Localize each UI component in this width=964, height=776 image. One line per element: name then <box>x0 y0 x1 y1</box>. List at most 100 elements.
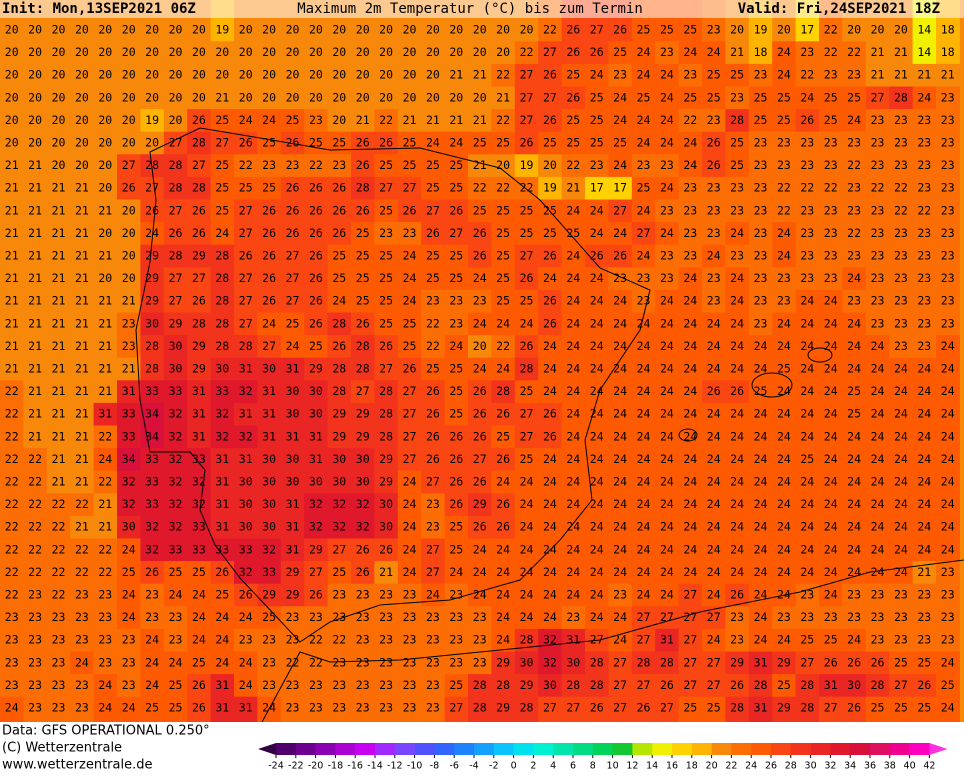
temperature-cell <box>304 674 329 698</box>
temperature-cell <box>702 335 726 359</box>
temperature-value: 24 <box>637 520 651 534</box>
temperature-cell <box>795 493 820 517</box>
temperature-cell <box>468 470 492 494</box>
temperature-cell <box>795 63 820 87</box>
temperature-value: 24 <box>917 90 931 104</box>
temperature-value: 21 <box>75 316 89 330</box>
temperature-value: 23 <box>613 68 627 82</box>
temperature-value: 33 <box>215 384 229 398</box>
temperature-value: 20 <box>449 90 463 104</box>
temperature-cell <box>538 515 563 539</box>
temperature-value: 23 <box>403 678 417 692</box>
temperature-cell <box>725 674 750 698</box>
temperature-cell <box>351 538 375 562</box>
temperature-cell <box>655 425 680 449</box>
temperature-cell <box>608 41 633 65</box>
temperature-value: 27 <box>520 68 534 82</box>
temperature-cell <box>561 448 586 472</box>
temperature-value: 27 <box>566 701 580 715</box>
temperature-value: 20 <box>262 68 276 82</box>
temperature-cell <box>0 222 24 246</box>
temperature-value: 25 <box>215 158 229 172</box>
temperature-value: 27 <box>309 565 323 579</box>
temperature-cell <box>468 267 492 291</box>
temperature-value: 29 <box>356 429 370 443</box>
temperature-cell <box>561 583 586 607</box>
temperature-value: 23 <box>800 158 814 172</box>
temperature-cell <box>678 628 703 652</box>
temperature-value: 23 <box>894 633 908 647</box>
temperature-cell <box>421 244 446 268</box>
temperature-cell <box>608 561 633 585</box>
temperature-value: 23 <box>847 588 861 602</box>
temperature-cell <box>23 470 48 494</box>
temperature-cell <box>46 335 71 359</box>
temperature-cell <box>702 267 726 291</box>
temperature-value: 28 <box>332 362 346 376</box>
temperature-value: 24 <box>145 678 159 692</box>
temperature-value: 26 <box>403 203 417 217</box>
temperature-value: 26 <box>262 294 276 308</box>
temperature-value: 25 <box>332 565 346 579</box>
temperature-cell <box>234 402 258 426</box>
temperature-cell <box>748 380 773 404</box>
temperature-cell <box>46 312 71 336</box>
temperature-value: 26 <box>356 565 370 579</box>
temperature-cell <box>514 606 539 630</box>
temperature-value: 24 <box>800 362 814 376</box>
temperature-cell <box>936 380 960 404</box>
temperature-value: 23 <box>169 633 183 647</box>
temperature-value: 20 <box>5 90 19 104</box>
temperature-cell <box>374 561 399 585</box>
temperature-value: 24 <box>566 316 580 330</box>
temperature-value: 24 <box>543 384 557 398</box>
temperature-cell <box>210 448 235 472</box>
temperature-cell <box>468 109 492 133</box>
temperature-value: 22 <box>894 203 908 217</box>
temperature-value: 26 <box>566 23 580 37</box>
temperature-value: 24 <box>566 271 580 285</box>
temperature-value: 27 <box>239 203 253 217</box>
temperature-cell <box>210 380 235 404</box>
temperature-value: 31 <box>215 520 229 534</box>
temperature-cell <box>210 176 235 200</box>
temperature-value: 24 <box>660 226 674 240</box>
temperature-value: 22 <box>52 520 66 534</box>
temperature-value: 27 <box>169 294 183 308</box>
temperature-value: 20 <box>379 90 393 104</box>
temperature-value: 24 <box>847 271 861 285</box>
temperature-value: 20 <box>379 23 393 37</box>
temperature-value: 24 <box>707 45 721 59</box>
temperature-value: 25 <box>707 68 721 82</box>
temperature-cell <box>234 86 258 110</box>
temperature-value: 30 <box>262 362 276 376</box>
temperature-cell <box>280 696 305 723</box>
temperature-value: 26 <box>356 203 370 217</box>
temperature-value: 21 <box>5 339 19 353</box>
temperature-cell <box>23 41 48 65</box>
temperature-value: 30 <box>262 475 276 489</box>
temperature-value: 24 <box>215 226 229 240</box>
colorbar-segment <box>335 743 356 755</box>
temperature-cell <box>865 606 890 630</box>
temperature-cell <box>514 470 539 494</box>
colorbar-segment <box>513 743 534 755</box>
temperature-cell <box>514 628 539 652</box>
temperature-value: 20 <box>28 23 42 37</box>
temperature-value: 26 <box>730 678 744 692</box>
temperature-value: 25 <box>215 203 229 217</box>
temperature-cell <box>819 222 843 246</box>
temperature-value: 33 <box>192 452 206 466</box>
temperature-cell <box>70 380 95 404</box>
temperature-value: 22 <box>239 158 253 172</box>
colorbar-label: 34 <box>844 761 856 772</box>
temperature-cell <box>117 402 141 426</box>
temperature-value: 30 <box>239 475 253 489</box>
temperature-cell <box>912 696 937 723</box>
temperature-value: 27 <box>403 407 417 421</box>
temperature-cell <box>468 63 492 87</box>
temperature-cell <box>421 131 446 155</box>
temperature-value: 24 <box>215 633 229 647</box>
temperature-cell <box>561 267 586 291</box>
temperature-value: 33 <box>145 384 159 398</box>
